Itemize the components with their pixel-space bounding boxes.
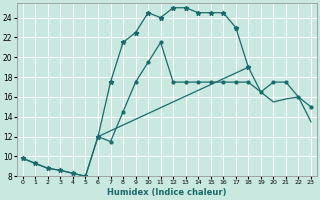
X-axis label: Humidex (Indice chaleur): Humidex (Indice chaleur): [107, 188, 227, 197]
